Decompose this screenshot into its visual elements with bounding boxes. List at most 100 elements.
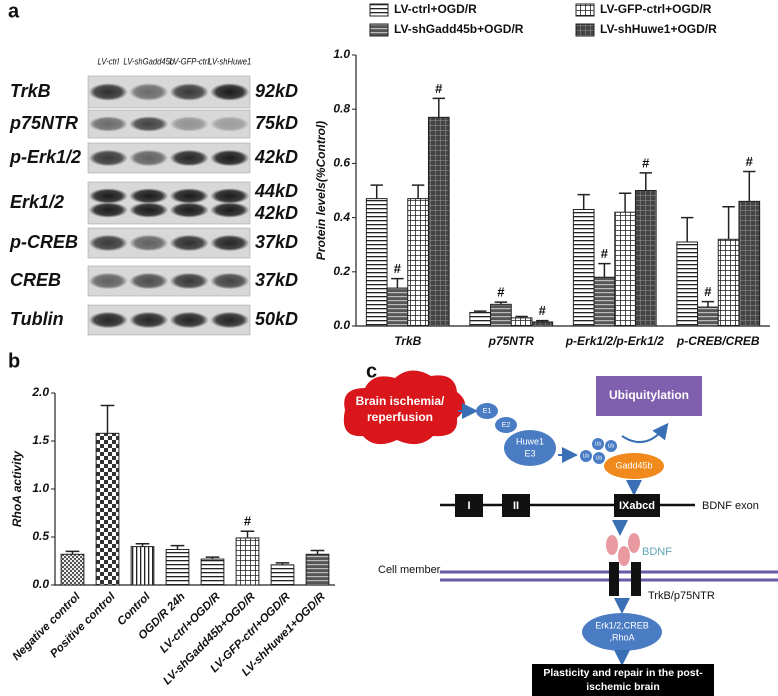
insult-cloud	[343, 370, 465, 445]
bar	[200, 558, 225, 586]
bar	[270, 564, 295, 586]
ubiquitylation-box	[596, 376, 702, 416]
bar	[235, 537, 260, 586]
error-bar	[722, 206, 735, 240]
significance-label: #	[394, 261, 402, 276]
bar	[697, 306, 719, 327]
e3-label: Huwe1	[516, 436, 544, 446]
size-label: 75kD	[255, 113, 298, 133]
bar	[407, 198, 429, 327]
x-tick-label: Positive control	[48, 590, 118, 660]
error-bar	[170, 544, 185, 550]
blot-band	[210, 311, 250, 329]
blot-band	[169, 202, 209, 218]
error-bar	[743, 170, 756, 202]
e2-node	[495, 417, 517, 433]
size-label: 37kD	[255, 270, 298, 290]
arrow	[621, 422, 669, 444]
outcome-box	[532, 664, 714, 696]
exon-label: II	[513, 500, 519, 512]
bar	[490, 303, 512, 327]
chart-protein-levels: 0.0 0.2 0.4 0.6 0.8 1.0 Protein levels(%Contro…	[314, 2, 770, 348]
error-bar	[411, 184, 425, 199]
blot-band	[129, 116, 169, 132]
blot-band	[210, 234, 250, 252]
panel-label: a	[8, 0, 20, 22]
e1-node	[476, 403, 498, 419]
panel-label: c	[366, 360, 377, 382]
blot-band	[210, 202, 250, 218]
bar	[427, 116, 450, 327]
e3-label: E3	[524, 448, 535, 458]
y-tick-label: 0.0	[32, 577, 49, 591]
protein-label: Erk1/2	[10, 192, 64, 212]
bar	[510, 317, 533, 327]
exon-label: I	[467, 500, 470, 512]
bar	[717, 238, 740, 327]
y-tick-label: 1.0	[32, 481, 49, 495]
blot-band	[88, 149, 128, 167]
e1-label: E1	[483, 408, 492, 415]
significance-label: #	[746, 154, 754, 169]
legend-swatch	[369, 3, 389, 17]
exon-box	[455, 494, 483, 517]
y-tick-label: 2.0	[31, 385, 49, 399]
significance-label: #	[244, 514, 252, 529]
size-label: 92kD	[255, 81, 298, 101]
error-bar	[618, 192, 632, 213]
y-tick-label: 1.0	[333, 47, 350, 61]
legend-label: LV-ctrl+OGD/R	[394, 2, 477, 16]
exon-label: IXabcd	[619, 500, 655, 512]
exon-box	[502, 494, 530, 517]
significance-label: #	[435, 81, 443, 96]
lane-label: LV-shGadd45b	[123, 56, 174, 67]
y-tick-label: 0.0	[333, 318, 350, 332]
x-tick-label: p75NTR	[488, 334, 535, 348]
significance-label: #	[539, 303, 547, 318]
legend-swatch	[575, 23, 595, 37]
insult-text: Brain ischemia/	[356, 394, 445, 408]
bar	[165, 548, 190, 586]
error-bar	[100, 404, 115, 434]
error-bar	[577, 193, 590, 210]
insult-text: reperfusion	[367, 410, 433, 424]
bar	[676, 241, 699, 327]
protein-label: CREB	[10, 270, 61, 290]
error-bar	[275, 562, 290, 565]
legend-label: LV-GFP-ctrl+OGD/R	[600, 2, 712, 16]
blot-band	[169, 272, 209, 290]
y-tick-label: 0.6	[333, 156, 350, 170]
blot-band	[88, 202, 128, 218]
protein-label: p-Erk1/2	[9, 147, 81, 167]
bar	[95, 432, 120, 586]
error-bar	[639, 172, 653, 191]
ub-node	[605, 440, 617, 452]
bar	[130, 546, 155, 586]
blot-band	[169, 83, 209, 101]
blot-band	[129, 202, 169, 218]
gadd45b-label: Gadd45b	[615, 460, 652, 470]
blot-band	[169, 311, 209, 329]
error-bar	[701, 300, 715, 308]
blot-band	[210, 83, 250, 101]
protein-label: p-CREB	[9, 232, 78, 252]
size-label: 50kD	[255, 309, 298, 329]
ligand-label: BDNF	[642, 546, 672, 558]
legend-swatch	[369, 23, 389, 37]
blot-band	[129, 83, 169, 101]
blot-band	[129, 311, 169, 329]
blot-band	[169, 149, 209, 167]
ub-node	[593, 452, 605, 464]
exon-box	[614, 494, 660, 517]
blot-band	[129, 149, 169, 167]
outcome-label: ischemic brain	[586, 681, 660, 693]
blot-band	[210, 272, 250, 290]
error-bar	[432, 97, 446, 118]
blot-band	[88, 116, 128, 132]
diagram: Brain ischemia/ reperfusion E1 E2 Huwe1 …	[343, 370, 778, 696]
x-tick-label: LV-ctrl+OGD/R	[158, 590, 223, 655]
size-label: 37kD	[255, 232, 298, 252]
error-bar	[680, 216, 694, 242]
